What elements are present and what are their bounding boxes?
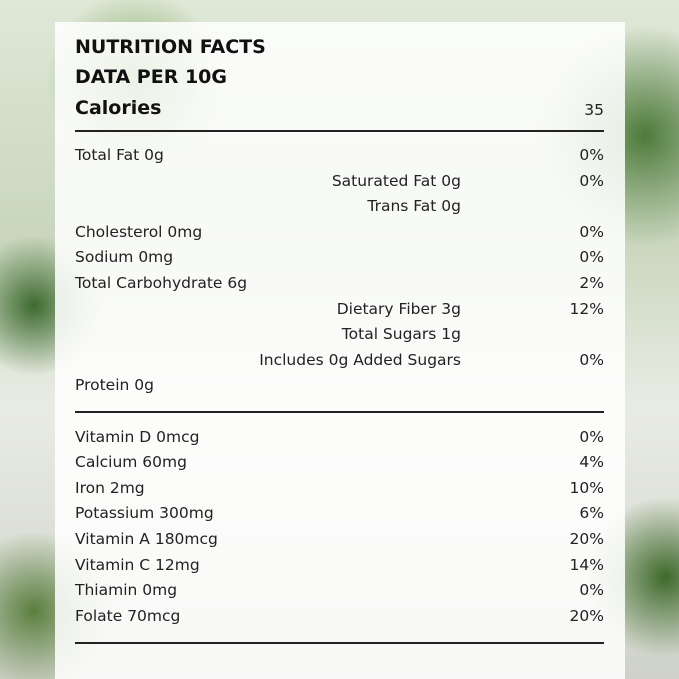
nutrient-name: Thiamin 0mg — [75, 581, 178, 600]
nutrient-name: Total Carbohydrate 6g — [75, 274, 248, 292]
divider — [75, 130, 604, 132]
nutrient-sub-name: Dietary Fiber 3g — [336, 299, 461, 318]
nutrient-name: Vitamin D 0mcg — [75, 427, 200, 446]
daily-value: 0% — [579, 222, 604, 241]
daily-value: 0% — [579, 146, 604, 164]
daily-value: 0% — [579, 248, 604, 267]
daily-value: 20% — [569, 530, 604, 548]
nutrient-name: Potassium 300mg — [75, 504, 214, 523]
daily-value: 0% — [579, 581, 604, 600]
daily-value: 14% — [569, 555, 604, 574]
nutrient-name: Vitamin C 12mg — [75, 555, 200, 574]
daily-value: 0% — [579, 350, 604, 369]
nutrient-name: Folate 70mcg — [75, 606, 181, 625]
daily-value: 0% — [579, 171, 604, 190]
daily-value: 0% — [579, 427, 604, 446]
nutrient-sub-name: Trans Fat 0g — [367, 197, 461, 216]
nutrient-sub-name: Includes 0g Added Sugars — [259, 350, 461, 369]
nutrient-sub-name: Saturated Fat 0g — [331, 171, 461, 190]
nutrient-name: Calcium 60mg — [75, 453, 187, 472]
nutrient-sub-name: Total Sugars 1g — [341, 325, 461, 344]
calories-value: 35 — [584, 101, 604, 119]
divider — [75, 411, 604, 414]
daily-value: 4% — [579, 453, 604, 472]
subtitle: DATA PER 10G — [75, 66, 227, 88]
divider — [75, 641, 604, 644]
nutrient-name: Cholesterol 0mg — [75, 222, 203, 241]
daily-value: 2% — [579, 274, 604, 292]
nutrient-name: Total Fat 0g — [75, 146, 164, 164]
nutrient-name: Iron 2mg — [75, 478, 145, 497]
daily-value: 10% — [569, 478, 604, 497]
calories-label: Calories — [75, 97, 162, 119]
nutrient-name: Vitamin A 180mcg — [75, 530, 218, 548]
daily-value: 12% — [569, 299, 604, 318]
nutrient-name: Protein 0g — [75, 376, 154, 395]
title: NUTRITION FACTS — [75, 36, 266, 58]
daily-value: 20% — [569, 606, 604, 625]
nutrient-name: Sodium 0mg — [75, 248, 174, 267]
daily-value: 6% — [579, 504, 604, 523]
